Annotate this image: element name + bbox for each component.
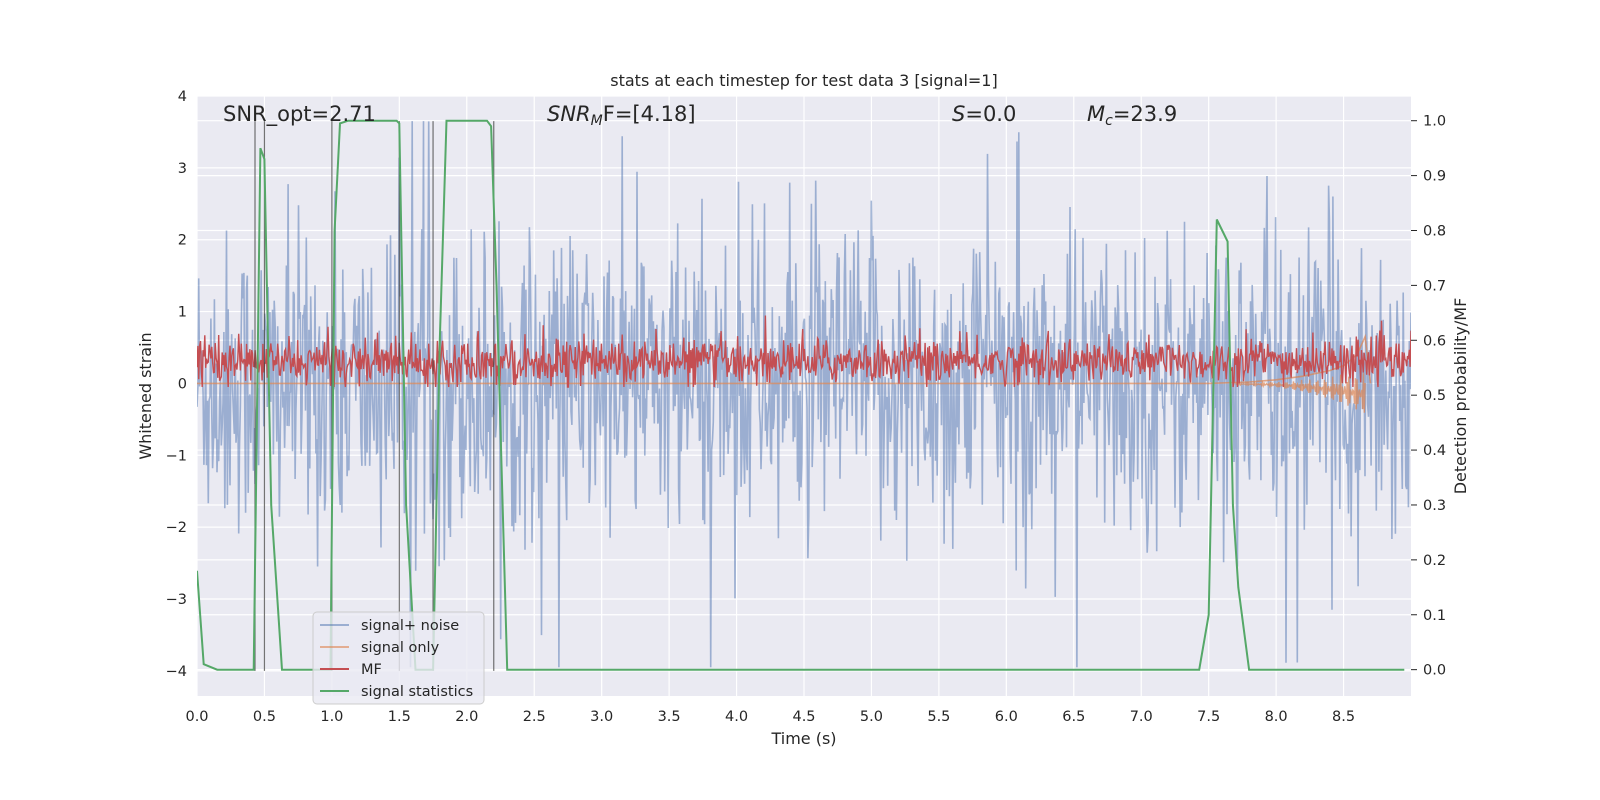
annotation-s-value: =0.0 — [965, 102, 1016, 126]
y-axis-ticks: 4 3 2 1 0 −1 −2 −3 −4 — [166, 89, 187, 680]
x-tick-label: 4.5 — [792, 709, 815, 725]
x-tick-label: 3.5 — [658, 709, 681, 725]
annotation-s-symbol: S — [952, 102, 965, 126]
plot-series — [197, 119, 1411, 671]
y-right-tick-label: 0.6 — [1423, 333, 1446, 349]
y-tick-label: 0 — [178, 376, 187, 392]
y-right-tick-label: 1.0 — [1423, 114, 1446, 130]
x-tick-label: 8.0 — [1265, 709, 1288, 725]
y-right-tick-label: 0.3 — [1423, 498, 1446, 514]
x-tick-label: 7.0 — [1130, 709, 1153, 725]
y-tick-label: 1 — [178, 305, 187, 321]
x-tick-label: 2.0 — [455, 709, 478, 725]
x-axis-label: Time (s) — [770, 729, 836, 748]
x-tick-label: 5.5 — [927, 709, 950, 725]
y-tick-label: −1 — [166, 448, 187, 464]
x-tick-label: 6.0 — [995, 709, 1018, 725]
x-tick-label: 4.0 — [725, 709, 748, 725]
x-tick-label: 6.5 — [1062, 709, 1085, 725]
legend-box — [312, 611, 485, 705]
y-axis-right-ticks: 1.0 0.9 0.8 0.7 0.6 0.5 0.4 0.3 0.2 0.1 0.0 — [1411, 114, 1446, 679]
annotation-mc-subscript: c — [1105, 113, 1113, 129]
chart-title: stats at each timestep for test data 3 [… — [610, 71, 997, 90]
x-tick-label: 1.5 — [388, 709, 411, 725]
annotation-snr-mf-subscript: M — [591, 113, 603, 129]
x-tick-label: 8.5 — [1332, 709, 1355, 725]
annotation-snr-mf-symbol: SNR — [547, 102, 591, 126]
annotation-mc-symbol: M — [1087, 102, 1105, 126]
y-axis-right-label: Detection probability/MF — [1451, 298, 1470, 495]
x-axis-ticks: 0.0 0.5 1.0 1.5 2.0 2.5 3.0 3.5 4.0 4.5 5.0 5.5 6.0 6… — [185, 709, 1355, 725]
y-tick-label: −2 — [166, 520, 187, 536]
annotation-mc-value: =23.9 — [1113, 102, 1177, 126]
y-right-tick-label: 0.1 — [1423, 608, 1446, 624]
legend-label-signal-noise: signal+ noise — [361, 618, 459, 634]
x-tick-label: 3.0 — [590, 709, 613, 725]
x-tick-label: 5.0 — [860, 709, 883, 725]
legend: signal+ noise signal only MF signal stat… — [312, 611, 485, 705]
legend-label-signal-only: signal only — [361, 640, 440, 656]
y-right-tick-label: 0.4 — [1423, 443, 1446, 459]
y-right-tick-label: 0.8 — [1423, 223, 1446, 239]
y-right-tick-label: 0.7 — [1423, 278, 1446, 294]
legend-label-signal-statistics: signal statistics — [361, 684, 473, 700]
x-tick-label: 7.5 — [1197, 709, 1220, 725]
x-tick-label: 0.0 — [185, 709, 208, 725]
y-tick-label: 2 — [178, 233, 187, 249]
y-right-tick-label: 0.5 — [1423, 388, 1446, 404]
annotation-mc: Mc=23.9 — [1087, 102, 1177, 129]
y-right-tick-label: 0.9 — [1423, 169, 1446, 185]
annotation-s: S=0.0 — [952, 102, 1016, 126]
x-tick-label: 0.5 — [253, 709, 276, 725]
y-right-tick-label: 0.0 — [1423, 663, 1446, 679]
series-signal-statistics-line — [197, 119, 1405, 671]
series-signal-only-line — [197, 333, 1372, 385]
y-axis-label: Whitened strain — [136, 332, 155, 459]
annotation-snr-opt: SNR_opt=2.71 — [223, 102, 376, 127]
series-signal-only-chirp — [1235, 373, 1366, 413]
y-tick-label: 4 — [178, 89, 187, 105]
x-tick-label: 2.5 — [523, 709, 546, 725]
annotation-snr-mf: SNRMF=[4.18] — [547, 102, 696, 129]
y-tick-label: −3 — [166, 592, 187, 608]
y-right-tick-label: 0.2 — [1423, 553, 1446, 569]
x-tick-label: 1.0 — [320, 709, 343, 725]
y-tick-label: −4 — [166, 664, 187, 680]
annotation-snr-mf-value: F=[4.18] — [603, 102, 696, 126]
legend-label-mf: MF — [361, 662, 382, 678]
y-tick-label: 3 — [178, 161, 187, 177]
